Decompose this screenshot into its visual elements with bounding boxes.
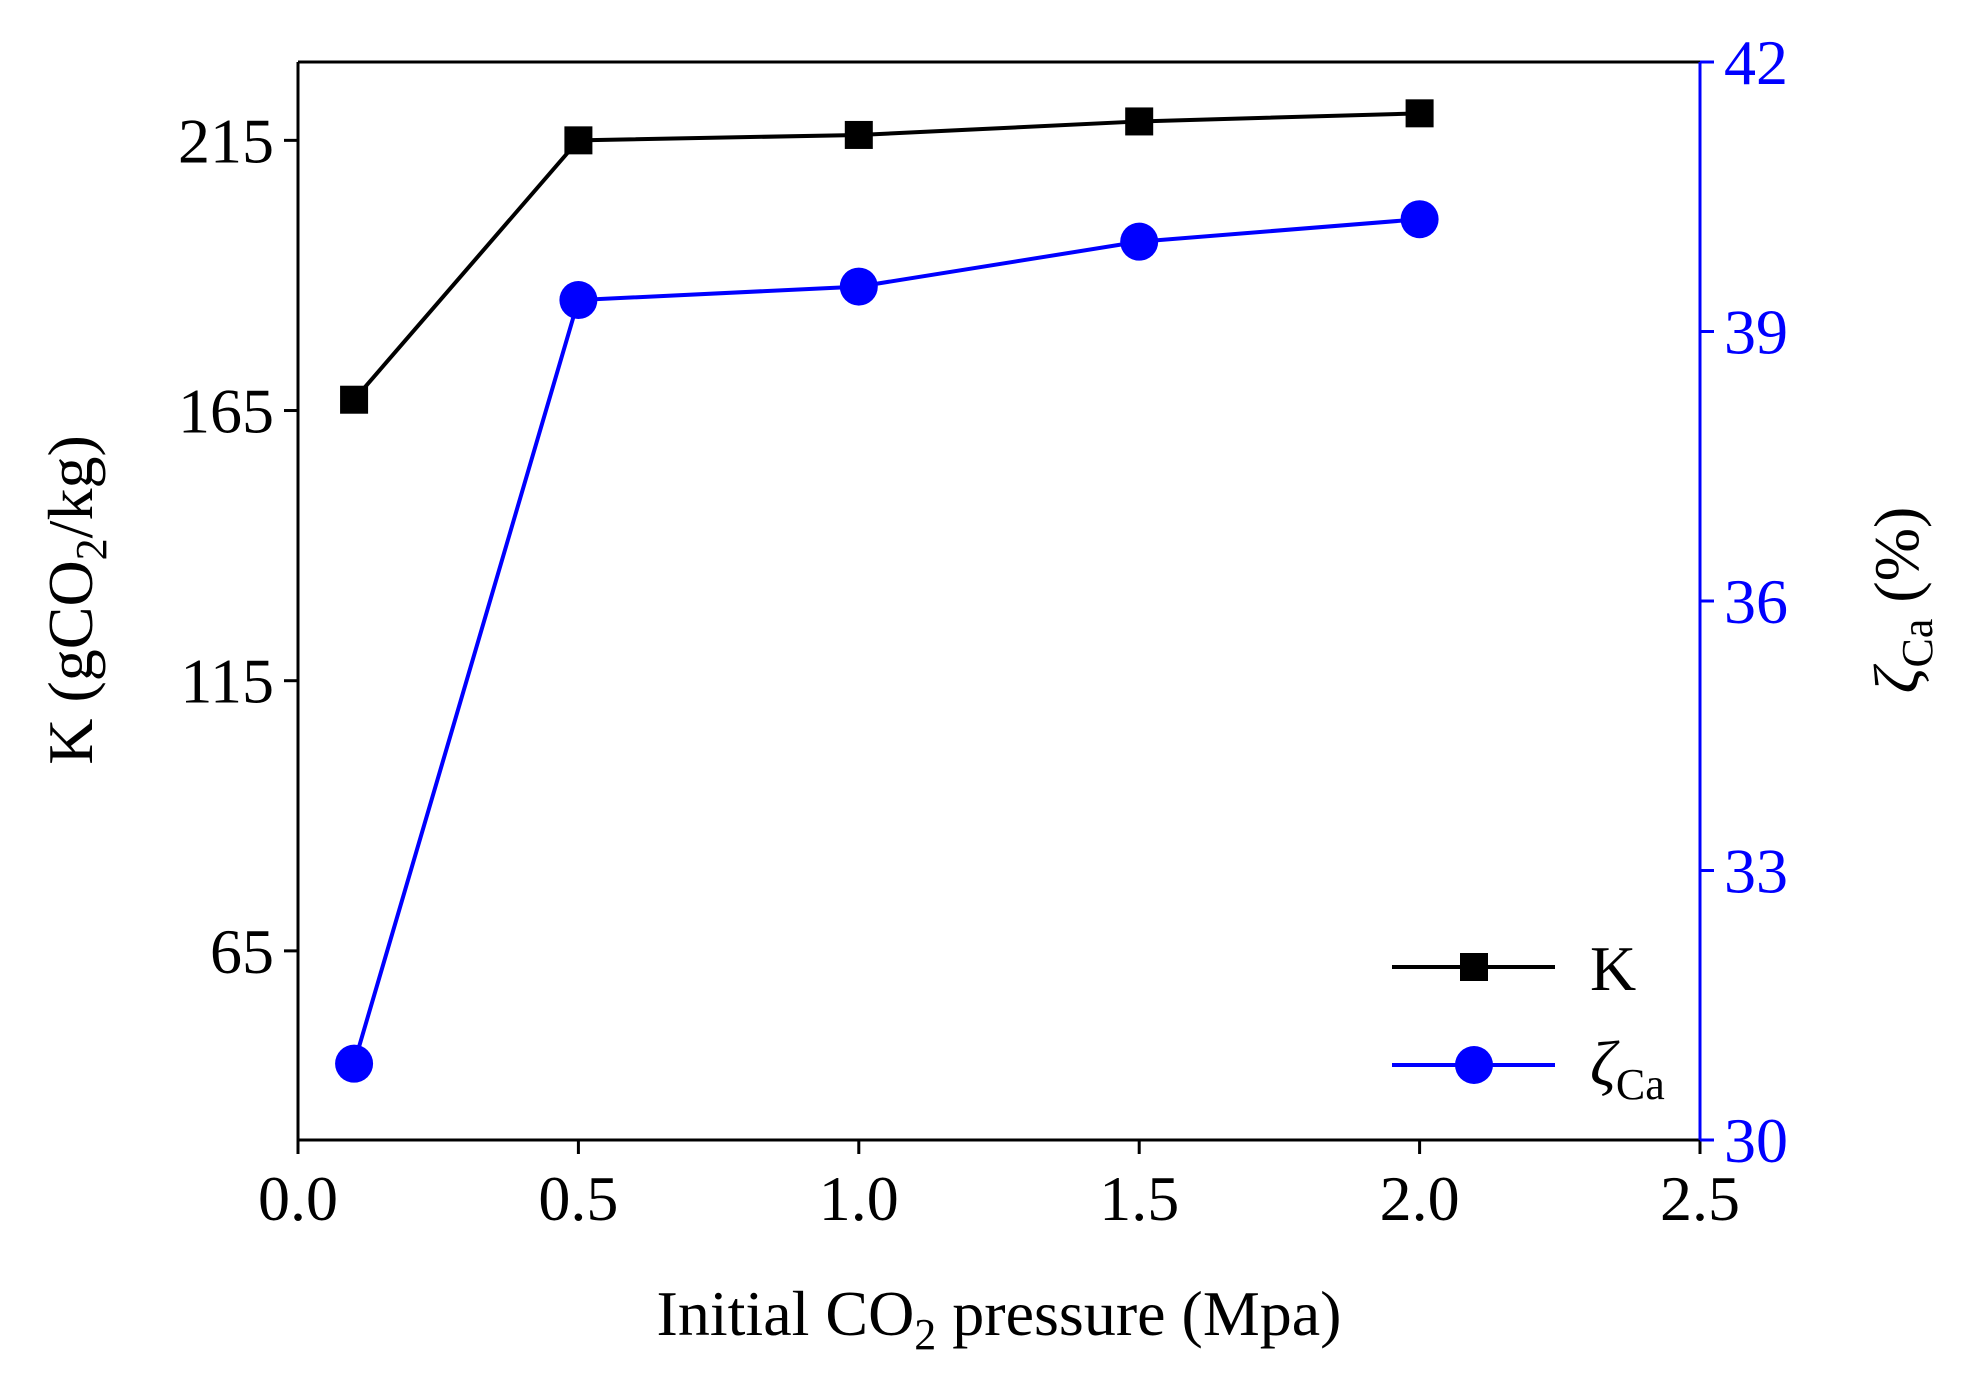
series-layer	[335, 99, 1439, 1083]
y-right-tick-label: 36	[1724, 566, 1788, 637]
x-tick-label: 2.5	[1660, 1163, 1740, 1234]
y-axis-left-ticks: 65 115 165 215	[178, 105, 298, 987]
series-zeta-point	[1400, 200, 1439, 239]
x-axis-ticks: 0.0 0.5 1.0 1.5 2.0 2.5	[258, 1140, 1740, 1234]
x-tick-label: 2.0	[1380, 1163, 1460, 1234]
y-right-tick-label: 30	[1724, 1105, 1788, 1176]
series-zeta-point	[335, 1044, 374, 1083]
legend-k-label: K	[1590, 933, 1636, 1004]
x-tick-label: 1.0	[819, 1163, 899, 1234]
legend-k-marker	[1460, 953, 1488, 981]
series-zeta-point	[559, 281, 598, 320]
y-axis-left-label: K (gCO2/kg)	[35, 435, 116, 765]
legend-zeta-label: ζCa	[1590, 1028, 1665, 1109]
series-k-point	[340, 385, 369, 414]
series-k-point	[1405, 99, 1434, 128]
y-left-tick-label: 165	[178, 376, 274, 447]
series-k-point	[844, 120, 873, 149]
x-tick-label: 1.5	[1099, 1163, 1179, 1234]
series-k-point	[564, 126, 593, 155]
series-k-point	[1125, 107, 1154, 136]
y-axis-right-label: ζCa (%)	[1861, 507, 1942, 694]
x-tick-label: 0.5	[538, 1163, 618, 1234]
x-axis-label: Initial CO2 pressure (Mpa)	[657, 1278, 1342, 1359]
y-right-tick-label: 33	[1724, 836, 1788, 907]
y-axis-right-ticks: 30 33 36 39 42	[1700, 27, 1788, 1176]
y-right-tick-label: 39	[1724, 297, 1788, 368]
y-left-tick-label: 115	[180, 646, 274, 717]
series-zeta-point	[1120, 222, 1159, 261]
x-tick-label: 0.0	[258, 1163, 338, 1234]
legend: K ζCa	[1392, 933, 1665, 1109]
y-left-tick-label: 215	[178, 105, 274, 176]
legend-zeta-marker	[1455, 1046, 1493, 1084]
y-left-tick-label: 65	[210, 916, 274, 987]
y-right-tick-label: 42	[1724, 27, 1788, 98]
series-zeta-point	[839, 267, 878, 306]
